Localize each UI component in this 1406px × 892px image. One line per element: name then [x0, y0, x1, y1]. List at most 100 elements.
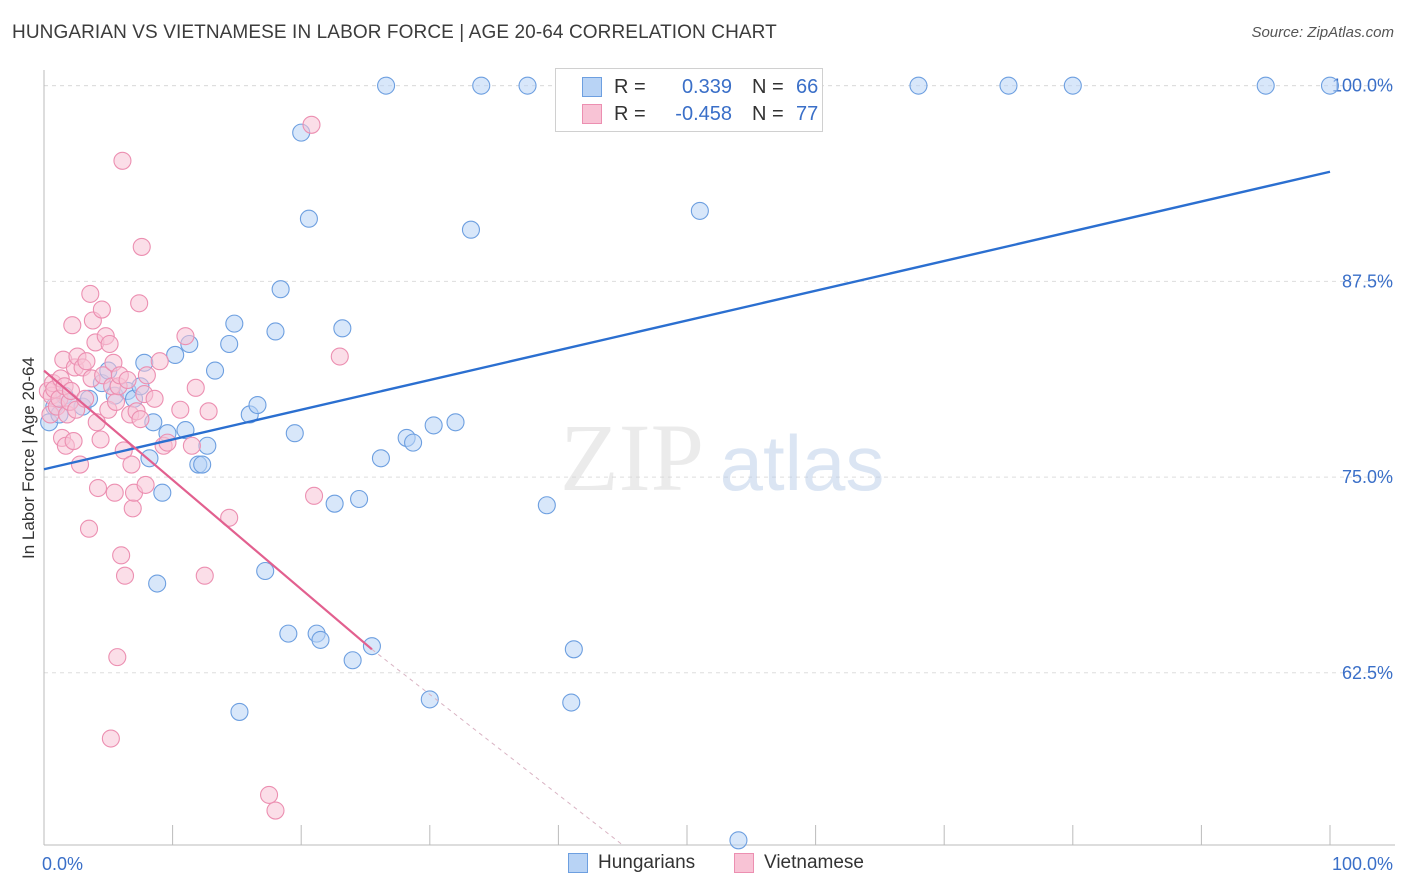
legend-item-hungarians: Hungarians [568, 852, 695, 874]
hungarians-point [472, 76, 491, 95]
hungarians-point [1320, 76, 1340, 95]
vietnamese-legend-label: Vietnamese [764, 852, 864, 873]
hungarians-point [518, 76, 537, 95]
vietnamese-point [171, 400, 190, 419]
vietnamese-point [305, 486, 324, 505]
hungarians-point [362, 637, 381, 656]
hungarians-n-value: 66 [796, 75, 819, 98]
hungarians-point [999, 76, 1018, 95]
vietnamese-point [91, 430, 110, 449]
watermark-atlas: atlas [720, 419, 885, 507]
vietnamese-point [330, 347, 349, 366]
vietnamese-point [100, 334, 119, 354]
vietnamese-point [195, 566, 214, 585]
hungarians-point [256, 561, 275, 581]
series-legend: Hungarians Vietnamese [0, 852, 1406, 876]
hungarians-r-value: 0.339 [681, 75, 732, 98]
vietnamese-point [79, 519, 99, 538]
vietnamese-point [150, 352, 169, 371]
vietnamese-point [186, 378, 205, 397]
hungarians-point [343, 651, 362, 670]
hungarians-point [325, 494, 344, 513]
vietnamese-point [112, 546, 131, 565]
hungarians-point [537, 496, 556, 515]
grid-lines [44, 85, 1395, 674]
y-tick-label: 62.5% [1342, 663, 1393, 683]
chart-title: HUNGARIAN VS VIETNAMESE IN LABOR FORCE |… [12, 22, 777, 43]
vietnamese-point [136, 475, 155, 494]
hungarians-point [909, 76, 928, 95]
hungarians-point [420, 690, 439, 709]
hungarians-point [148, 574, 167, 593]
vietnamese-trend-line [43, 369, 373, 651]
source-credit: Source: ZipAtlas.com [1251, 24, 1394, 41]
hungarians-point [690, 201, 709, 220]
y-axis-label: In Labor Force | Age 20-64 [19, 357, 38, 559]
x-tick-label-right: 100.0% [1332, 854, 1393, 874]
hungarians-point [153, 483, 172, 502]
vietnamese-point [105, 483, 124, 502]
y-tick-labels: 62.5% 75.0% 87.5% 100.0% [1332, 76, 1393, 683]
watermark: ZIP atlas [560, 404, 884, 511]
x-tick-label-left: 0.0% [42, 854, 83, 874]
stats-legend: R = 0.339 N = 66 R = -0.458 N = 77 [555, 68, 823, 132]
vietnamese-legend-swatch [734, 853, 754, 873]
vietnamese-point [81, 284, 100, 303]
hungarians-point [198, 436, 217, 455]
trend-lines [43, 170, 1331, 846]
vietnamese-point [130, 294, 149, 313]
hungarians-point [285, 424, 304, 443]
n-label: N = [752, 102, 784, 125]
hungarians-point [1256, 76, 1275, 95]
vietnamese-point [63, 316, 82, 335]
hungarians-point [461, 220, 481, 239]
vietnamese-r-value: -0.458 [675, 102, 732, 125]
vietnamese-point [199, 402, 218, 421]
vietnamese-trend-extension [371, 648, 624, 846]
vietnamese-point [92, 300, 111, 319]
r-label: R = [614, 102, 646, 125]
vietnamese-point [108, 648, 127, 667]
hungarians-point [248, 396, 267, 415]
y-tick-label: 87.5% [1342, 271, 1393, 291]
vietnamese-point [88, 478, 108, 498]
y-tick-label: 100.0% [1332, 76, 1393, 96]
hungarians-point [729, 831, 748, 850]
hungarians-swatch [582, 77, 602, 97]
vietnamese-point [113, 151, 132, 170]
hungarians-point [564, 640, 583, 659]
vietnamese-point [176, 327, 195, 346]
hungarians-point [1063, 76, 1082, 95]
hungarians-point [350, 489, 369, 509]
hungarians-point [377, 76, 396, 95]
vietnamese-points [38, 115, 349, 820]
hungarians-trend-line [43, 170, 1331, 471]
legend-row-vietnamese: R = -0.458 N = 77 [556, 101, 818, 127]
vietnamese-point [106, 392, 126, 411]
vietnamese-point [137, 366, 156, 385]
vietnamese-point [302, 115, 321, 134]
hungarians-point [371, 449, 390, 468]
hungarians-point [279, 624, 298, 643]
hungarians-point [225, 314, 244, 333]
hungarians-point [333, 319, 352, 338]
hungarians-point [230, 702, 249, 721]
hungarians-point [166, 345, 185, 364]
axes [43, 70, 1395, 846]
legend-item-vietnamese: Vietnamese [734, 852, 864, 874]
vietnamese-n-value: 77 [796, 102, 819, 125]
vietnamese-point [101, 729, 120, 748]
vietnamese-point [145, 389, 164, 408]
vietnamese-point [131, 410, 150, 429]
vietnamese-point [115, 566, 135, 585]
hungarians-legend-label: Hungarians [598, 852, 696, 873]
hungarians-point [404, 433, 423, 452]
hungarians-legend-swatch [568, 853, 588, 873]
hungarians-point [299, 209, 318, 228]
vietnamese-point [77, 352, 96, 371]
vietnamese-point [259, 785, 279, 804]
legend-row-hungarians: R = 0.339 N = 66 [556, 74, 818, 100]
hungarians-point [193, 455, 212, 474]
hungarians-point [220, 334, 239, 354]
